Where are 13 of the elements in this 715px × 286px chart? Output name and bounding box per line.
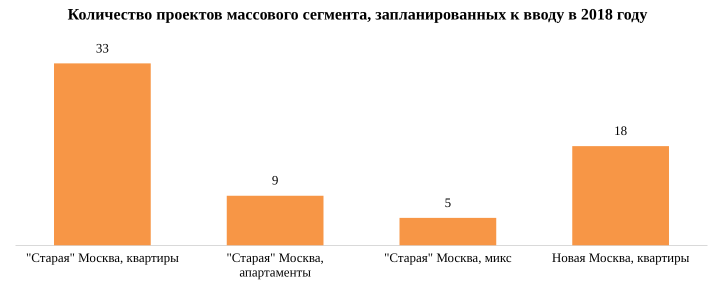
data-label: 33: [96, 40, 109, 56]
data-label: 9: [272, 172, 278, 188]
bar: [226, 196, 324, 246]
chart-title: Количество проектов массового сегмента, запланированных к вводу в 2018 году: [68, 6, 648, 24]
data-label: 18: [614, 123, 628, 138]
x-tick-label: Новая Москва, квартиры: [552, 250, 690, 265]
x-tick-label: "Старая" Москва, апартаменты: [226, 250, 324, 280]
bar: [54, 63, 151, 246]
x-tick-label: "Старая" Москва, квартиры: [26, 250, 180, 265]
bar: [572, 146, 669, 246]
data-label: 5: [444, 194, 452, 210]
x-tick-label: "Старая" Москва, микс: [384, 250, 512, 265]
bar: [400, 218, 496, 246]
